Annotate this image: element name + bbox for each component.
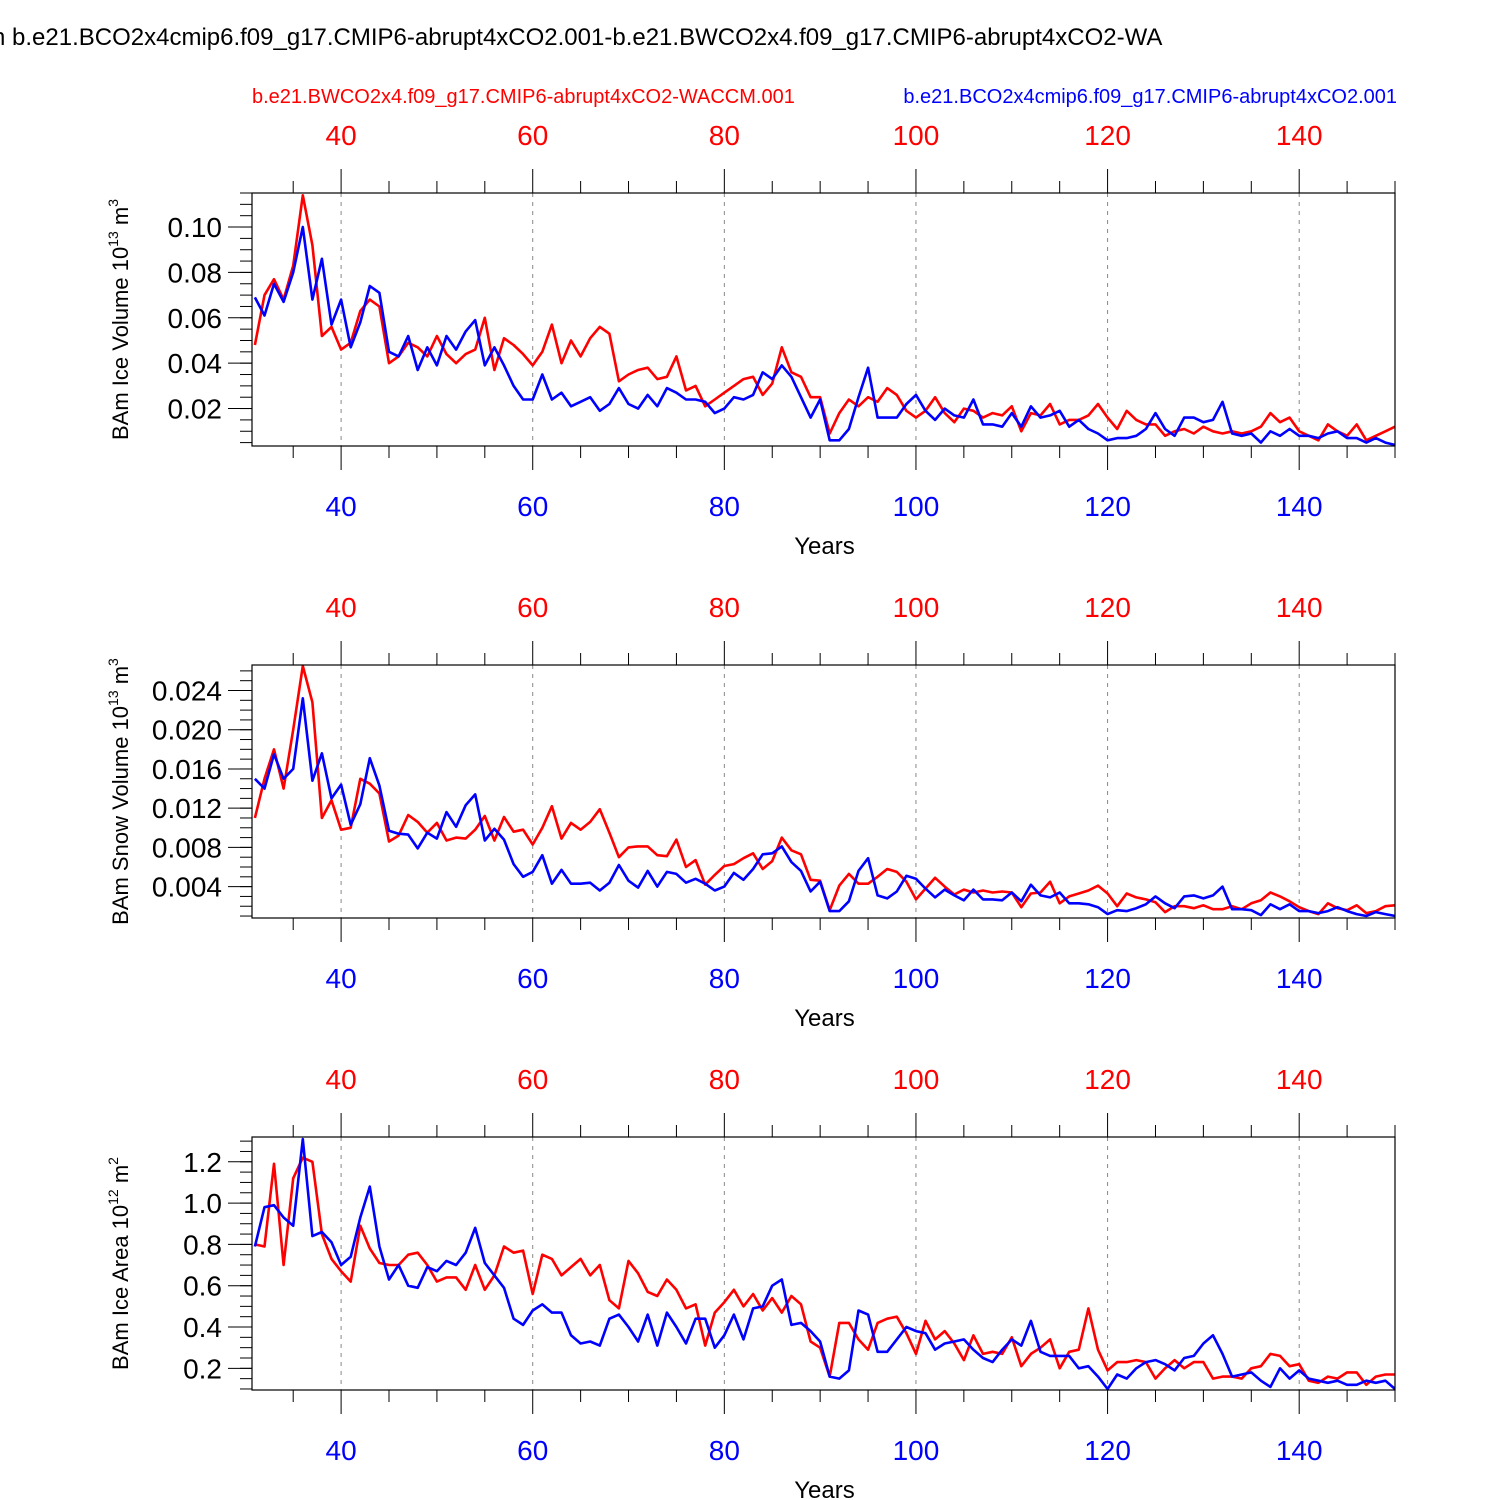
plot-frame xyxy=(251,192,1396,447)
x-tick-label-bottom: 60 xyxy=(517,1435,548,1466)
x-tick-label-top: 140 xyxy=(1276,120,1323,151)
panel-1: 40 40 60 60 80 80 100 100 120 120 140 140 Years 0.02 0… xyxy=(105,120,1396,560)
y-tick-label: 1.0 xyxy=(183,1188,222,1219)
x-tick-label-bottom: 100 xyxy=(893,1435,940,1466)
panel-3: 40 40 60 60 80 80 100 100 120 120 140 140 Years 0.2 0.… xyxy=(105,1064,1396,1500)
x-tick-label-top: 120 xyxy=(1084,120,1131,151)
x-tick-label-bottom: 40 xyxy=(326,963,357,994)
x-tick-label-top: 80 xyxy=(709,120,740,151)
y-tick-label: 0.06 xyxy=(168,303,223,334)
x-tick-label-bottom: 60 xyxy=(517,491,548,522)
series-line-red xyxy=(254,1156,1395,1387)
y-tick-label: 0.6 xyxy=(183,1271,222,1302)
panel-2: 40 40 60 60 80 80 100 100 120 120 140 140 Years 0.004… xyxy=(105,592,1396,1032)
x-tick-label-top: 140 xyxy=(1276,1064,1323,1095)
plot-frame xyxy=(251,664,1396,919)
x-tick-label-top: 80 xyxy=(709,592,740,623)
y-tick-label: 0.016 xyxy=(152,754,222,785)
y-tick-label: 0.10 xyxy=(168,212,223,243)
x-tick-label-bottom: 80 xyxy=(709,963,740,994)
main-title: n b.e21.BCO2x4cmip6.f09_g17.CMIP6-abrupt… xyxy=(0,24,1162,51)
series-line-red xyxy=(253,194,1395,442)
x-tick-label-bottom: 60 xyxy=(517,963,548,994)
y-tick-label: 0.024 xyxy=(152,675,222,706)
x-tick-label-bottom: 140 xyxy=(1276,1435,1323,1466)
x-tick-label-top: 120 xyxy=(1084,592,1131,623)
x-tick-label-top: 100 xyxy=(893,592,940,623)
y-tick-label: 0.020 xyxy=(152,715,222,746)
x-tick-label-top: 100 xyxy=(893,120,940,151)
y-tick-label: 0.08 xyxy=(168,257,223,288)
y-tick-label: 0.02 xyxy=(168,394,223,425)
x-axis-label: Years xyxy=(794,1005,855,1032)
y-tick-label: 0.04 xyxy=(168,348,223,379)
x-tick-label-bottom: 100 xyxy=(893,491,940,522)
x-tick-label-bottom: 100 xyxy=(893,963,940,994)
x-tick-label-top: 140 xyxy=(1276,592,1323,623)
y-axis-label: BAm Ice Volume 1013 m3 xyxy=(105,199,133,440)
x-tick-label-top: 40 xyxy=(326,1064,357,1095)
x-tick-label-bottom: 140 xyxy=(1276,963,1323,994)
x-tick-label-bottom: 80 xyxy=(709,1435,740,1466)
x-tick-label-top: 60 xyxy=(517,1064,548,1095)
y-tick-label: 0.4 xyxy=(183,1312,222,1343)
legend-label-red: b.e21.BWCO2x4.f09_g17.CMIP6-abrupt4xCO2-… xyxy=(252,86,795,108)
x-axis-label: Years xyxy=(794,533,855,560)
legend-label-blue: b.e21.BCO2x4cmip6.f09_g17.CMIP6-abrupt4x… xyxy=(903,86,1397,108)
x-axis-label: Years xyxy=(794,1477,855,1500)
x-tick-label-bottom: 120 xyxy=(1084,1435,1131,1466)
plot-frame xyxy=(251,1136,1396,1391)
y-tick-label: 0.2 xyxy=(183,1353,222,1384)
series-line-red xyxy=(253,665,1395,916)
y-tick-label: 0.008 xyxy=(152,832,222,863)
x-tick-label-bottom: 120 xyxy=(1084,963,1131,994)
x-tick-label-top: 60 xyxy=(517,120,548,151)
x-tick-label-bottom: 120 xyxy=(1084,491,1131,522)
x-tick-label-bottom: 40 xyxy=(326,491,357,522)
series-line-blue xyxy=(253,225,1395,446)
x-tick-label-top: 40 xyxy=(326,120,357,151)
x-tick-label-bottom: 80 xyxy=(709,491,740,522)
y-axis-label: BAm Snow Volume 1013 m3 xyxy=(105,658,133,925)
x-tick-label-bottom: 40 xyxy=(326,1435,357,1466)
x-tick-label-top: 40 xyxy=(326,592,357,623)
x-tick-label-top: 100 xyxy=(893,1064,940,1095)
x-tick-label-bottom: 140 xyxy=(1276,491,1323,522)
y-tick-label: 0.8 xyxy=(183,1229,222,1260)
series-line-blue xyxy=(253,696,1395,918)
y-tick-label: 0.012 xyxy=(152,793,222,824)
x-tick-label-top: 80 xyxy=(709,1064,740,1095)
x-tick-label-top: 60 xyxy=(517,592,548,623)
y-tick-label: 0.004 xyxy=(152,872,222,903)
y-tick-label: 1.2 xyxy=(183,1147,222,1178)
x-tick-label-top: 120 xyxy=(1084,1064,1131,1095)
y-axis-label: BAm Ice Area 1012 m2 xyxy=(105,1157,133,1370)
series-line-blue xyxy=(253,1137,1395,1390)
